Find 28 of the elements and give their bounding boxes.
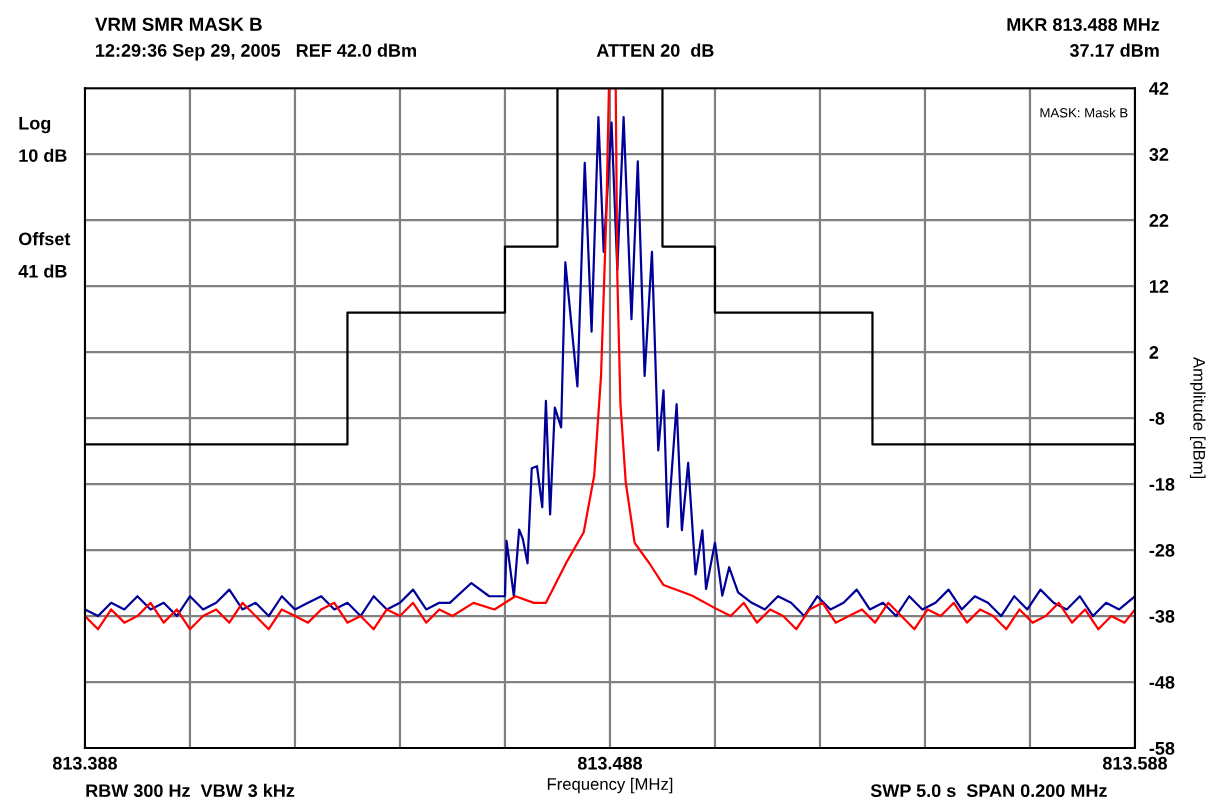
x-axis-title: Frequency [MHz] <box>547 777 673 794</box>
y-tick-label: -38 <box>1149 609 1175 623</box>
y-tick-label: 2 <box>1149 346 1159 359</box>
text: 10 dB <box>19 148 67 162</box>
text: SWP 5.0 s SPAN 0.200 MHz <box>870 784 1107 798</box>
text: MKR 813.488 MHz <box>1007 18 1160 31</box>
text: Log <box>19 117 51 134</box>
text: RBW 300 Hz VBW 3 kHz <box>86 783 295 798</box>
text: ATTEN 20 dB <box>596 43 714 57</box>
chart-title: VRM SMR MASK B <box>95 17 262 31</box>
y-tick-label: -58 <box>1149 741 1175 755</box>
y-tick-label: 22 <box>1149 214 1169 227</box>
x-tick-label: 813.588 <box>1102 756 1168 770</box>
y-tick-label: -8 <box>1149 412 1165 425</box>
y-tick-label: 12 <box>1150 280 1169 293</box>
x-tick-label: 813.488 <box>577 756 643 770</box>
y-tick-label: 32 <box>1149 148 1169 161</box>
y-tick-label: -18 <box>1149 478 1175 491</box>
y-tick-label: -28 <box>1149 543 1175 557</box>
x-tick-label: 813.388 <box>52 756 118 770</box>
text: Offset <box>19 232 71 246</box>
y-tick-label: 42 <box>1149 82 1169 95</box>
text: 12:29:36 Sep 29, 2005 REF 42.0 dBm <box>96 43 416 61</box>
annotation: MASK: Mask B <box>1040 107 1128 118</box>
y-axis-title: Amplitude [dBm] <box>1189 356 1206 479</box>
text: 37.17 dBm <box>1069 43 1159 57</box>
y-tick-label: -48 <box>1149 675 1175 689</box>
text: 41 dB <box>18 264 67 278</box>
